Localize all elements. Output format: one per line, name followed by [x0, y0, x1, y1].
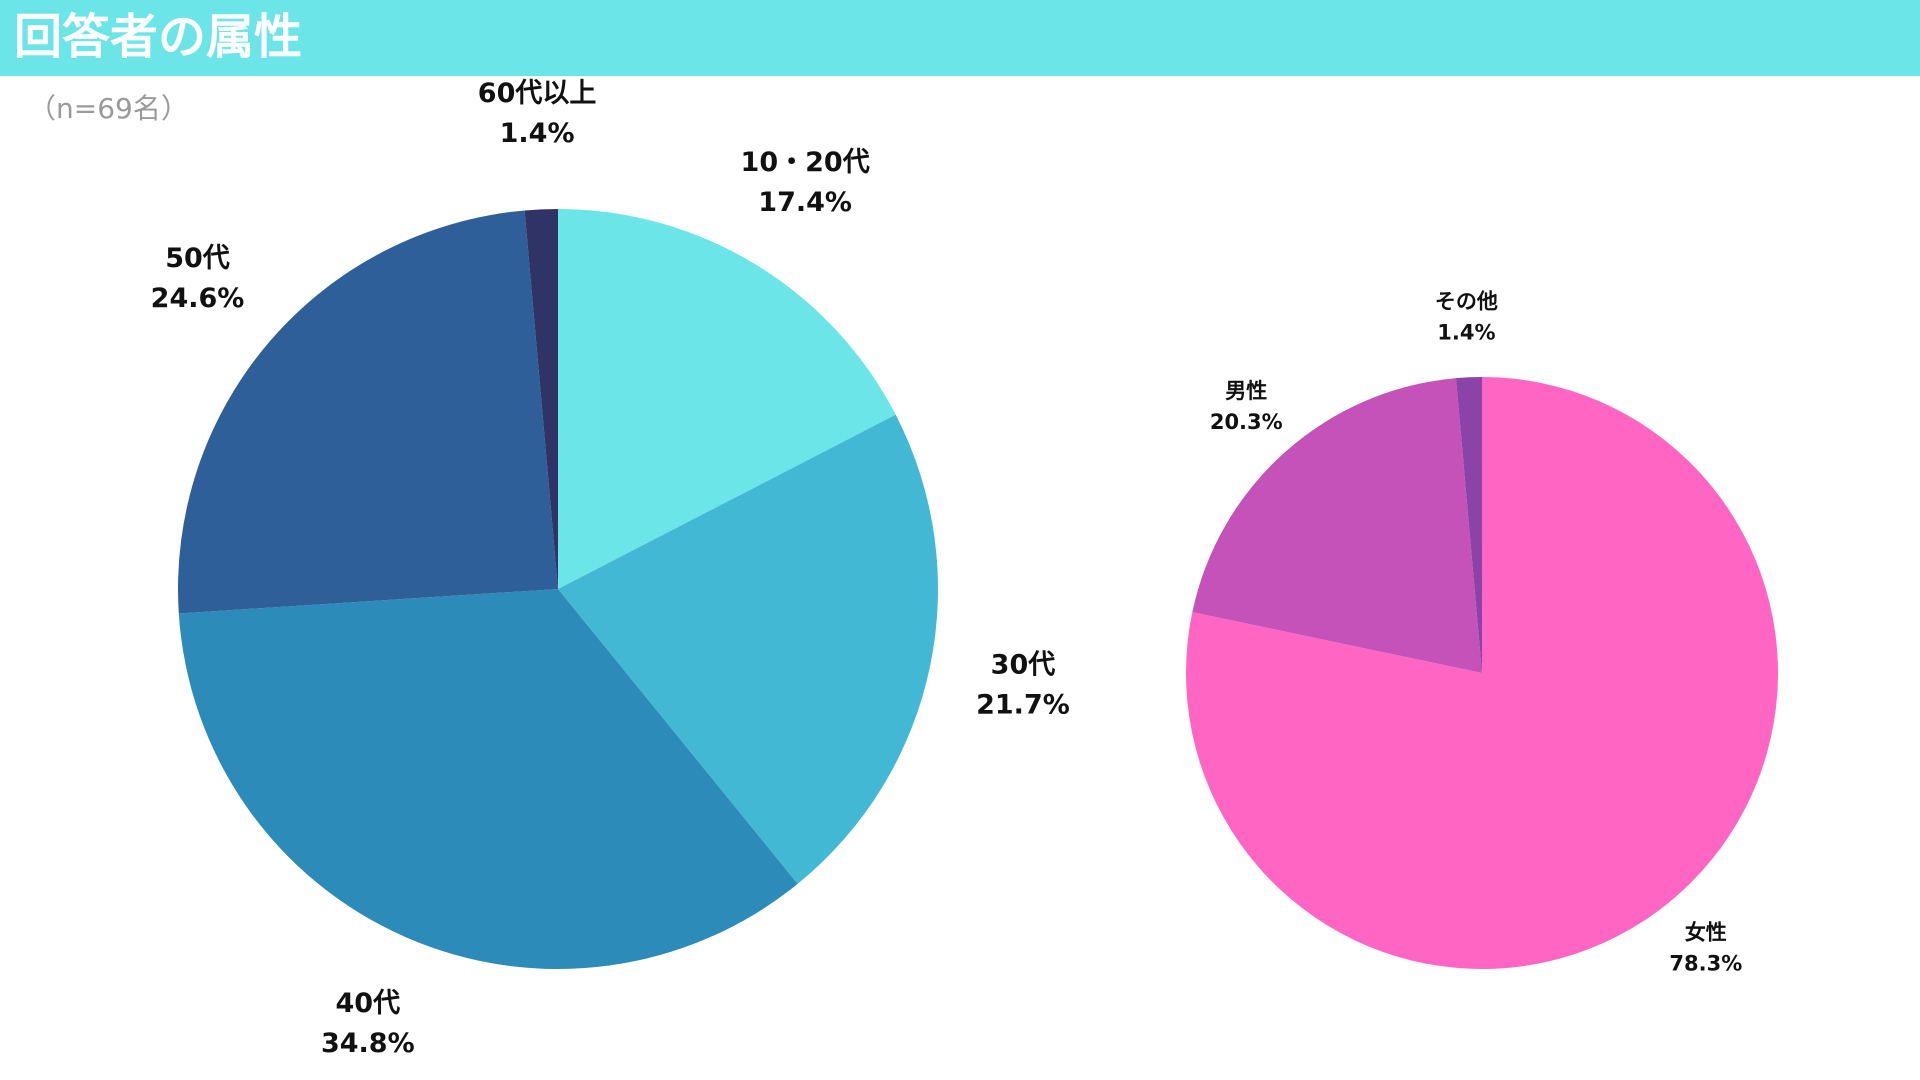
slice-category-label: その他: [1435, 290, 1498, 314]
slice-value-label: 17.4%: [758, 187, 852, 218]
pie-slice: [558, 414, 938, 884]
pie-slice: [524, 209, 558, 589]
slice-value-label: 21.7%: [976, 690, 1070, 721]
pie-slice: [1186, 376, 1779, 969]
slice-value-label: 24.6%: [151, 283, 245, 314]
slice-category-label: 10・20代: [741, 147, 870, 178]
slice-category-label: 60代以上: [478, 78, 597, 109]
slice-category-label: 男性: [1225, 379, 1267, 403]
pie-slice: [1455, 377, 1482, 673]
header-bar: [0, 0, 1920, 76]
slice-value-label: 1.4%: [1437, 321, 1495, 345]
slice-value-label: 78.3%: [1669, 951, 1742, 975]
slice-value-label: 20.3%: [1210, 410, 1283, 434]
slice-category-label: 女性: [1685, 920, 1727, 944]
slice-value-label: 34.8%: [321, 1028, 415, 1059]
pie-slice: [178, 210, 558, 614]
slice-category-label: 30代: [991, 650, 1056, 681]
slice-value-label: 1.4%: [500, 118, 575, 149]
sample-size: （n=69名）: [28, 92, 189, 125]
page-title: 回答者の属性: [14, 9, 302, 65]
slice-category-label: 50代: [165, 243, 230, 274]
pie-slice: [1192, 378, 1482, 673]
pie-slice: [558, 209, 896, 589]
slice-category-label: 40代: [336, 988, 401, 1019]
pie-slice: [178, 589, 798, 969]
